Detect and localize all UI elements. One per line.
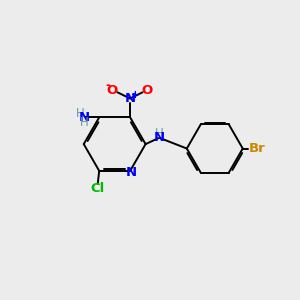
Text: Br: Br [248, 142, 265, 155]
Text: N: N [126, 167, 137, 179]
Text: N: N [154, 131, 165, 144]
Text: H: H [155, 127, 164, 140]
Text: N: N [79, 111, 90, 124]
Text: H: H [80, 116, 88, 129]
Text: Cl: Cl [91, 182, 105, 195]
Text: H: H [76, 107, 85, 120]
Text: N: N [124, 92, 136, 105]
Text: O: O [141, 84, 152, 97]
Text: -: - [106, 79, 110, 92]
Text: +: + [131, 90, 140, 100]
Text: O: O [107, 84, 118, 97]
